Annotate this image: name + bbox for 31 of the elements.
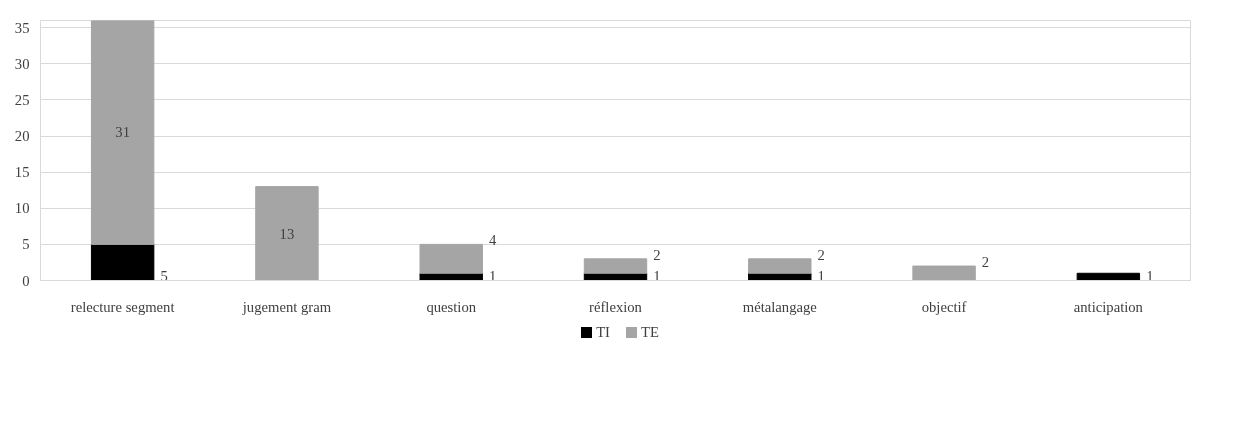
bar	[1076, 272, 1141, 281]
y-tick-label: 10	[14, 200, 30, 217]
x-tick-label: anticipation	[1073, 298, 1144, 315]
y-tick-label: 35	[14, 19, 30, 36]
y-tick-label: 25	[14, 91, 30, 108]
y-tick-label: 0	[22, 272, 30, 289]
bar	[912, 265, 976, 281]
x-tick-label: jugement gram	[241, 298, 332, 315]
data-label: 31	[115, 124, 130, 141]
legend-label: TI	[596, 323, 610, 342]
x-tick-label: métalangage	[742, 298, 817, 315]
bar	[90, 243, 155, 281]
legend-label: TE	[640, 323, 659, 342]
bar	[748, 258, 812, 274]
y-tick-label: 5	[22, 236, 30, 253]
y-tick-label: 30	[14, 55, 30, 72]
bar	[583, 258, 648, 274]
x-tick-label: question	[426, 298, 477, 315]
x-tick-label: réflexion	[589, 298, 643, 315]
data-label: 2	[653, 246, 661, 263]
data-label: 4	[489, 232, 497, 249]
bar	[255, 186, 319, 281]
x-tick-label: objectif	[921, 298, 967, 315]
data-label: 2	[817, 246, 825, 263]
y-tick-label: 20	[14, 128, 30, 145]
bar	[90, 20, 155, 245]
x-tick-label: relecture segment	[70, 298, 175, 315]
y-tick-label: 15	[14, 164, 30, 181]
data-label: 2	[981, 253, 990, 270]
bar	[419, 243, 483, 274]
data-label: 13	[279, 225, 295, 242]
